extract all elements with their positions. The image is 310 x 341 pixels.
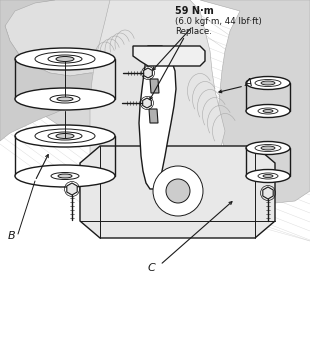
Polygon shape xyxy=(133,46,205,66)
Ellipse shape xyxy=(56,133,74,138)
Ellipse shape xyxy=(246,104,290,118)
Polygon shape xyxy=(0,0,115,136)
Ellipse shape xyxy=(263,175,273,178)
Polygon shape xyxy=(150,79,159,93)
Ellipse shape xyxy=(246,142,290,154)
Ellipse shape xyxy=(15,88,115,110)
Ellipse shape xyxy=(15,125,115,147)
Polygon shape xyxy=(143,98,151,108)
Ellipse shape xyxy=(263,109,273,113)
Text: Replace.: Replace. xyxy=(175,28,212,36)
Polygon shape xyxy=(5,0,150,76)
Text: (6.0 kgf·m, 44 lbf·ft): (6.0 kgf·m, 44 lbf·ft) xyxy=(175,17,262,27)
Ellipse shape xyxy=(261,81,275,85)
Text: C: C xyxy=(148,263,156,273)
Circle shape xyxy=(166,179,190,203)
Ellipse shape xyxy=(246,76,290,89)
Polygon shape xyxy=(144,68,152,78)
Text: 59 N·m: 59 N·m xyxy=(175,6,214,16)
Circle shape xyxy=(153,166,203,216)
Polygon shape xyxy=(139,46,176,189)
Polygon shape xyxy=(0,0,100,141)
Polygon shape xyxy=(263,187,273,199)
Text: A: A xyxy=(245,78,253,88)
Ellipse shape xyxy=(15,48,115,70)
Text: B: B xyxy=(8,231,16,241)
Ellipse shape xyxy=(261,146,275,150)
Ellipse shape xyxy=(246,169,290,182)
Polygon shape xyxy=(200,0,310,203)
Ellipse shape xyxy=(56,57,74,61)
Polygon shape xyxy=(90,0,225,171)
Ellipse shape xyxy=(58,174,72,178)
Polygon shape xyxy=(67,183,77,195)
Ellipse shape xyxy=(57,97,73,101)
Ellipse shape xyxy=(15,165,115,187)
Polygon shape xyxy=(80,146,275,238)
Polygon shape xyxy=(149,109,158,123)
